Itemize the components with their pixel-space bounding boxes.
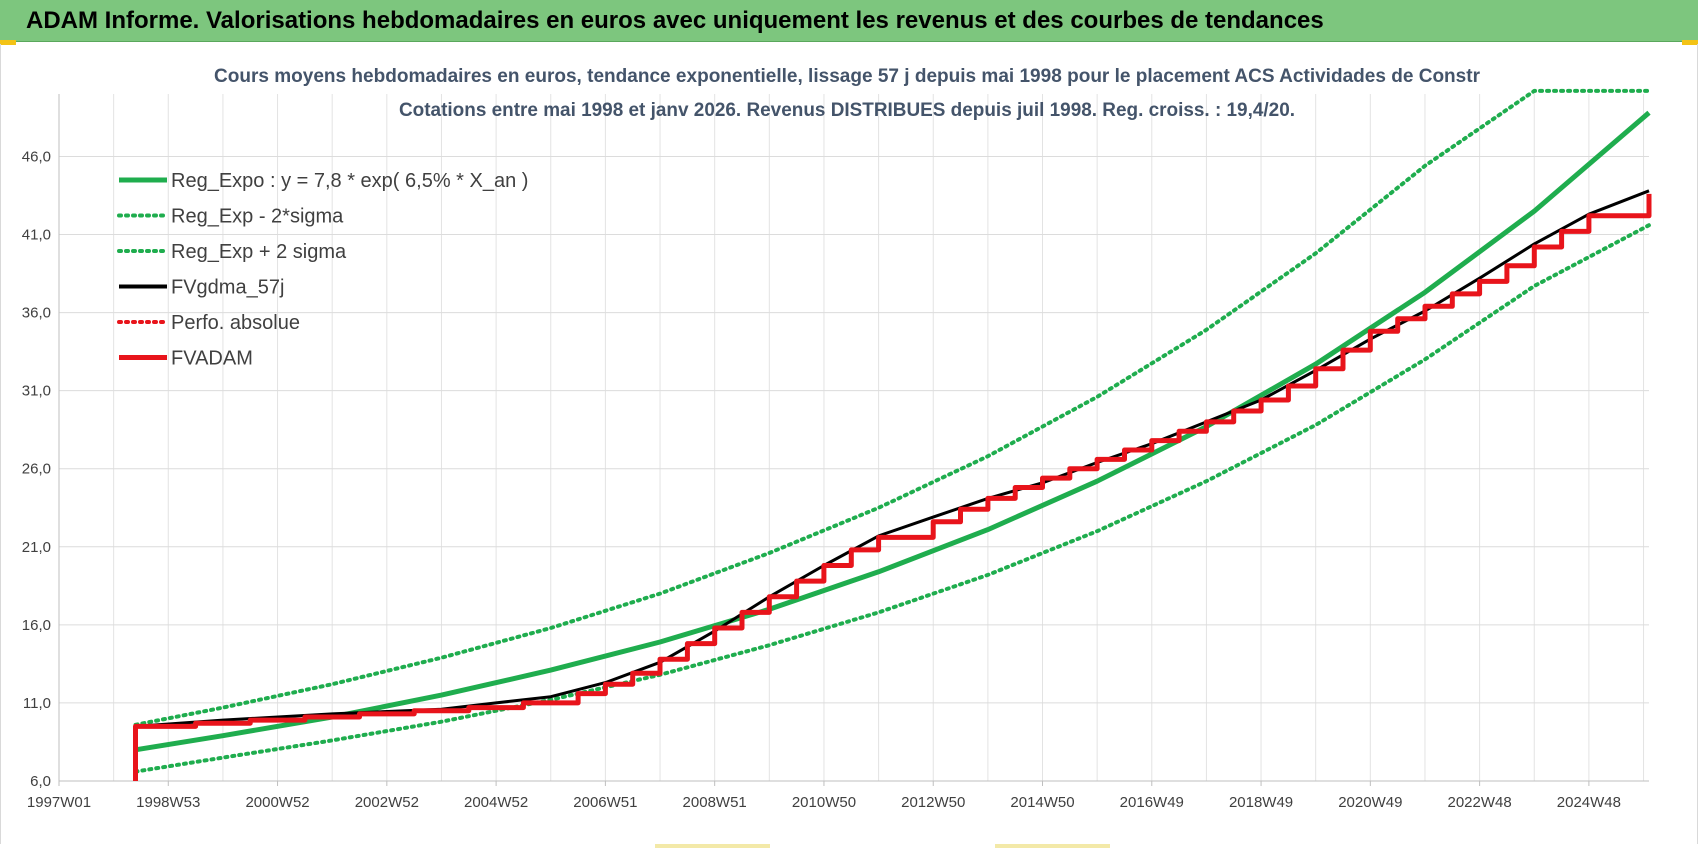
page-title: ADAM Informe. Valorisations hebdomadaire… [26, 7, 1324, 34]
y-tick-label: 36,0 [22, 305, 51, 322]
x-tick-label: 2004W52 [464, 794, 528, 811]
legend-label: FVgdma_57j [171, 277, 284, 299]
y-tick-label: 6,0 [30, 773, 51, 790]
x-tick-label: 2018W49 [1229, 794, 1293, 811]
legend-label: FVADAM [171, 348, 253, 370]
legend-label: Reg_Expo : y = 7,8 * exp( 6,5% * X_an ) [171, 170, 528, 192]
x-tick-label: 2024W48 [1557, 794, 1621, 811]
corner-mark-left [0, 40, 16, 45]
x-tick-label: 2010W50 [792, 794, 856, 811]
x-tick-label: 2022W48 [1448, 794, 1512, 811]
series-line [133, 223, 1651, 774]
x-tick-label: 2000W52 [245, 794, 309, 811]
x-tick-label: 2008W51 [683, 794, 747, 811]
x-tick-label: 1997W01 [27, 794, 91, 811]
chart-frame: 6,0 11,0 16,0 21,0 26,0 31,0 36,0 41,0 46,0 1997W… [0, 44, 1698, 844]
chart-subtitle: Cotations entre mai 1998 et janv 2026. R… [399, 100, 1295, 121]
series-line [135, 110, 1651, 753]
header-bar: ADAM Informe. Valorisations hebdomadaire… [0, 0, 1698, 42]
x-tick-label: 2020W49 [1338, 794, 1402, 811]
y-tick-label: 46,0 [22, 148, 51, 165]
x-tick-label: 2006W51 [573, 794, 637, 811]
legend-label: Reg_Exp + 2 sigma [171, 241, 347, 263]
y-tick-label: 21,0 [22, 539, 51, 556]
x-tick-label: 2016W49 [1120, 794, 1184, 811]
chart: 6,0 11,0 16,0 21,0 26,0 31,0 36,0 41,0 46,0 1997W… [22, 66, 1652, 811]
chart-title: Cours moyens hebdomadaires en euros, ten… [214, 66, 1481, 87]
corner-mark-right [1682, 40, 1698, 45]
legend-label: Reg_Exp - 2*sigma [171, 206, 344, 228]
bottom-tab-mark [655, 844, 770, 848]
x-tick-label: 2012W50 [901, 794, 965, 811]
x-tick-label: 2014W50 [1010, 794, 1074, 811]
series-line [133, 193, 1652, 781]
series-line [133, 88, 1651, 727]
series-line [134, 189, 1650, 781]
y-tick-label: 16,0 [22, 617, 51, 634]
bottom-tab-mark [995, 844, 1110, 848]
legend-label: Perfo. absolue [171, 312, 300, 334]
y-tick-label: 11,0 [23, 695, 51, 712]
x-tick-label: 2002W52 [355, 794, 419, 811]
y-tick-label: 31,0 [22, 383, 51, 400]
y-tick-label: 41,0 [22, 227, 51, 244]
x-tick-label: 1998W53 [136, 794, 200, 811]
y-tick-label: 26,0 [22, 461, 51, 478]
